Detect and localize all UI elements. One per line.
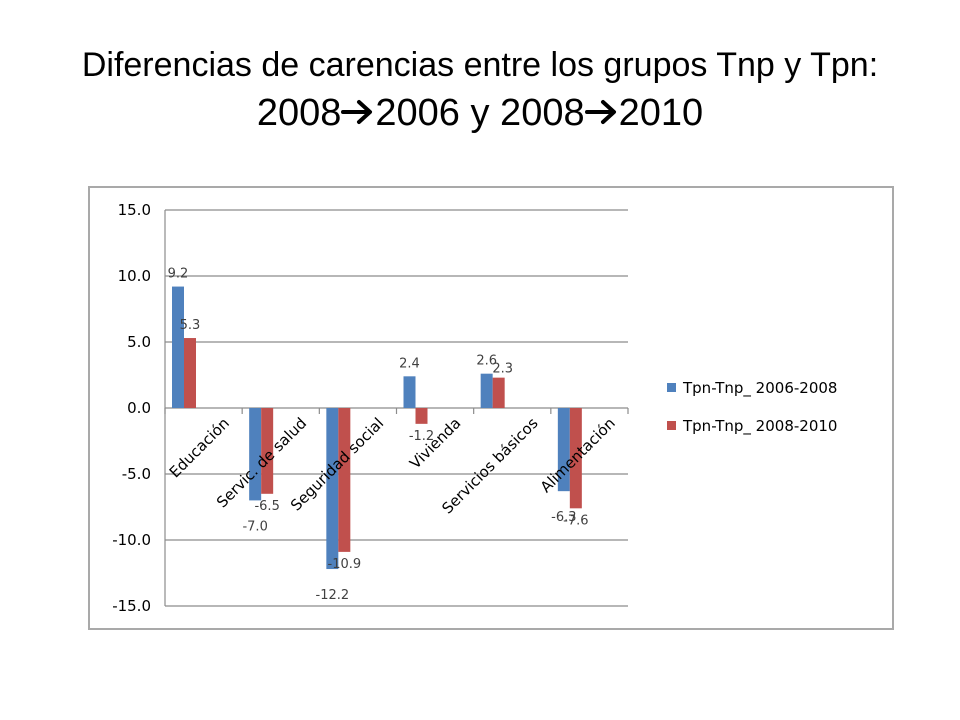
title-year-2008: 2008 xyxy=(256,92,342,134)
y-tick-label: 5.0 xyxy=(127,333,151,351)
data-label: 5.3 xyxy=(180,318,201,333)
y-tick-label: 0.0 xyxy=(127,399,151,417)
y-tick-label: -5.0 xyxy=(122,465,151,483)
legend-swatch xyxy=(667,421,676,430)
data-label: 9.2 xyxy=(168,267,189,282)
data-label: -6.5 xyxy=(254,499,279,514)
title-years-middle: 2006 y 2008 xyxy=(375,92,585,134)
title-colon: : xyxy=(868,46,879,84)
bar xyxy=(249,408,262,501)
right-arrow-icon xyxy=(341,100,373,124)
y-tick-label: 15.0 xyxy=(118,201,151,219)
bar xyxy=(184,338,196,408)
bar xyxy=(172,286,184,408)
right-arrow-icon xyxy=(584,100,616,124)
data-label: -10.9 xyxy=(328,557,362,572)
data-label: -6.3 xyxy=(551,510,576,525)
legend-swatch xyxy=(667,383,676,392)
data-label: -7.0 xyxy=(242,519,267,534)
bar xyxy=(403,376,416,408)
bar xyxy=(261,408,274,494)
data-label: 2.4 xyxy=(399,356,420,371)
y-tick-label: -15.0 xyxy=(112,597,151,615)
title-year-2010: 2010 xyxy=(618,92,704,134)
bar xyxy=(492,377,505,408)
title-text: Diferencias de carencias entre los grupo… xyxy=(81,46,869,84)
bar xyxy=(480,373,493,408)
bar xyxy=(338,408,351,552)
legend-label: Tpn-Tnp_ 2008-2010 xyxy=(682,417,837,436)
bar xyxy=(326,408,339,570)
data-label: -1.2 xyxy=(409,429,434,444)
bar xyxy=(415,408,428,424)
bar xyxy=(569,408,582,509)
legend-label: Tpn-Tnp_ 2006-2008 xyxy=(682,379,837,398)
data-label: 2.3 xyxy=(492,362,513,377)
category-label: Educación xyxy=(166,414,233,481)
slide-title: Diferencias de carencias entre los grupo… xyxy=(40,42,920,138)
y-tick-label: 10.0 xyxy=(118,267,151,285)
y-tick-label: -10.0 xyxy=(112,531,151,549)
data-label: 2.6 xyxy=(476,354,497,369)
title-line-1: Diferencias de carencias entre los grupo… xyxy=(40,42,920,88)
data-label: -7.6 xyxy=(563,513,588,528)
title-line-2: 2008 2006 y 2008 2010 xyxy=(40,88,920,138)
data-label: -12.2 xyxy=(316,588,350,603)
bar xyxy=(557,408,570,492)
